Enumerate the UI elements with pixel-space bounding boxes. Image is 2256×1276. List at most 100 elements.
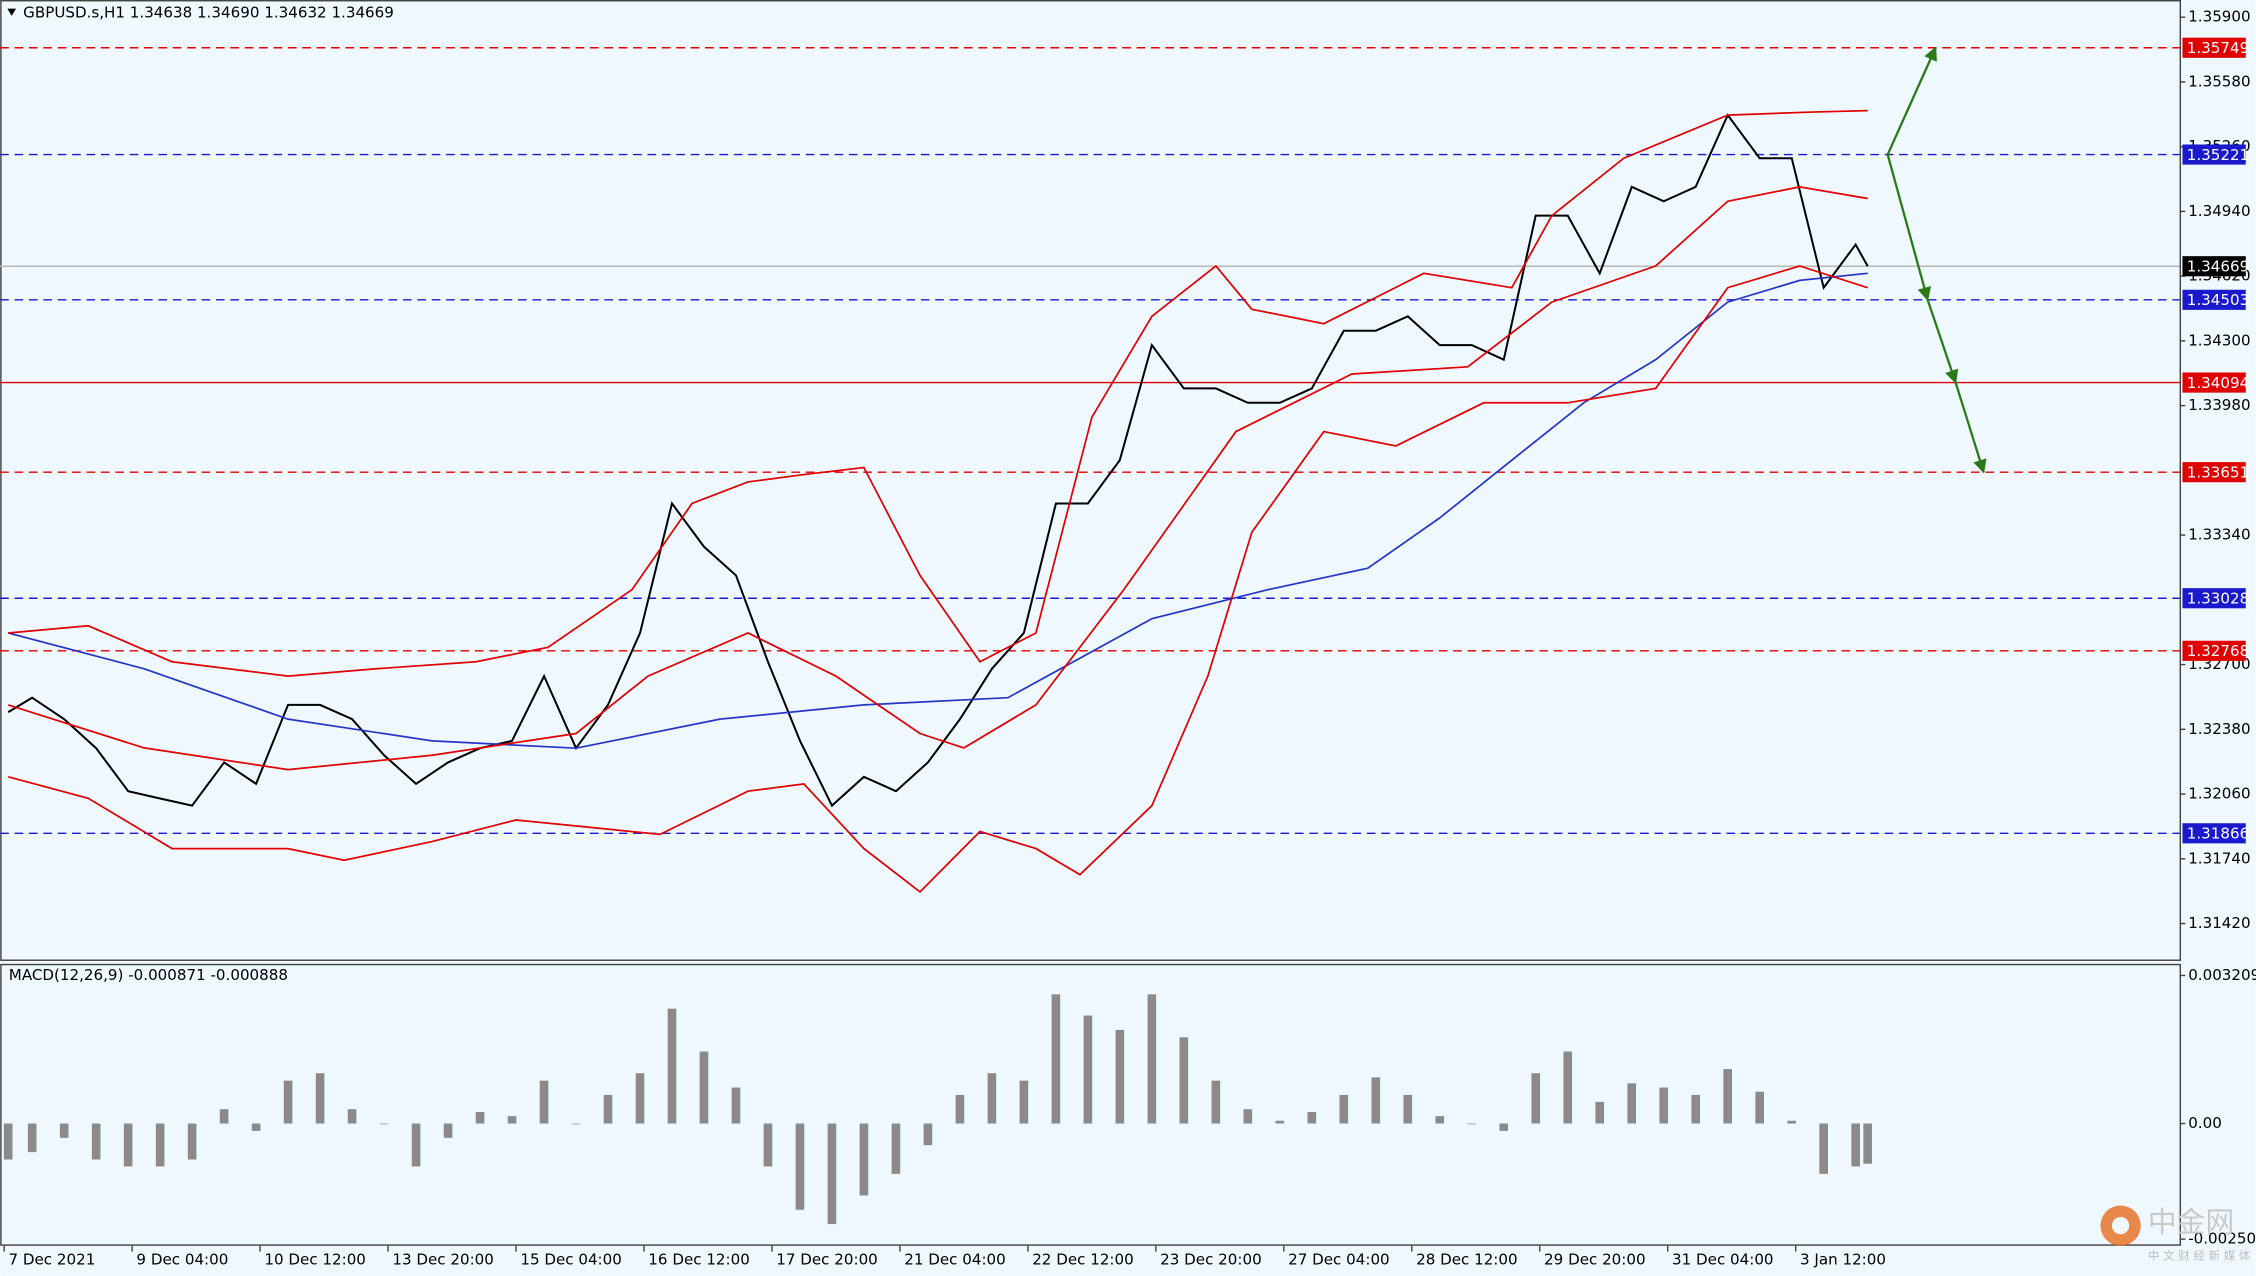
macd-bar (1435, 1116, 1445, 1124)
y-tick-label: 0.00 (2188, 1114, 2222, 1132)
x-tick-label: 21 Dec 04:00 (904, 1251, 1006, 1269)
y-tick-label: 1.32380 (2188, 720, 2250, 738)
indicator-line (7, 185, 1868, 771)
macd-bar (1339, 1094, 1349, 1124)
macd-bar (1531, 1073, 1541, 1124)
macd-bar (1659, 1087, 1669, 1124)
macd-bar (731, 1087, 741, 1124)
watermark-brand: 中金网 (2148, 1205, 2234, 1239)
watermark-logo-inner (2111, 1217, 2130, 1235)
level-label: 1.32768 (2187, 642, 2249, 660)
macd-bar (1243, 1109, 1253, 1124)
y-tick-label: -0.002506 (2188, 1230, 2256, 1248)
macd-bar (1863, 1123, 1872, 1164)
macd-bar (1115, 1029, 1125, 1124)
macd-bar (1211, 1080, 1221, 1124)
macd-bar (1595, 1101, 1605, 1124)
macd-bar (667, 1008, 677, 1124)
macd-bar (283, 1080, 293, 1124)
macd-bar (1147, 994, 1157, 1124)
level-label-box (2182, 462, 2246, 483)
x-tick-label: 3 Jan 12:00 (1800, 1251, 1886, 1269)
x-tick-label: 23 Dec 20:00 (1160, 1251, 1262, 1269)
macd-bar (1787, 1120, 1797, 1124)
macd-bar (571, 1123, 581, 1125)
y-tick-label: 0.003209 (2188, 966, 2256, 984)
watermark-tagline: 中 文 财 经 新 媒 体 (2148, 1248, 2251, 1262)
macd-bar (1819, 1123, 1828, 1174)
scenario-arrow (1926, 299, 1959, 384)
macd-bar (635, 1073, 645, 1124)
last-price-box (2182, 256, 2246, 277)
level-label: 1.34503 (2187, 291, 2249, 309)
indicator-line (8, 265, 1868, 894)
macd-bar (923, 1123, 933, 1146)
macd-bar (1403, 1094, 1413, 1124)
macd-bar (987, 1073, 997, 1124)
y-tick-label: 1.35900 (2188, 8, 2250, 26)
macd-bar (859, 1123, 869, 1196)
macd-bar (1275, 1120, 1285, 1124)
macd-bar (443, 1123, 453, 1138)
macd-bar (187, 1123, 197, 1160)
level-label: 1.33651 (2187, 463, 2249, 481)
x-tick-label: 28 Dec 12:00 (1416, 1251, 1518, 1269)
x-tick-label: 27 Dec 04:00 (1288, 1251, 1390, 1269)
level-label: 1.33028 (2187, 589, 2249, 607)
y-tick-label: 1.31740 (2188, 849, 2250, 867)
macd-bar (315, 1073, 325, 1124)
macd-bar (475, 1111, 485, 1124)
macd-bar (1499, 1123, 1509, 1131)
last-price-label: 1.34669 (2187, 257, 2249, 275)
macd-bar (1723, 1069, 1733, 1124)
level-label-box (2182, 823, 2246, 844)
macd-bar (27, 1123, 37, 1153)
macd-bar (891, 1123, 901, 1174)
macd-title: MACD(12,26,9) -0.000871 -0.000888 (9, 966, 288, 984)
macd-bar (59, 1123, 69, 1138)
macd-panel (0, 963, 2182, 1246)
y-tick-label: 1.34940 (2188, 202, 2250, 220)
level-label: 1.34094 (2187, 374, 2249, 392)
macd-bar (1019, 1080, 1029, 1124)
macd-bar (251, 1123, 261, 1131)
y-tick-label: 1.32060 (2188, 785, 2250, 803)
level-label-box (2182, 372, 2246, 393)
macd-bar (379, 1123, 389, 1125)
macd-bar (3, 1123, 13, 1160)
level-label: 1.31866 (2187, 825, 2249, 843)
macd-bar (603, 1094, 613, 1124)
y-tick-label: 1.31420 (2188, 914, 2250, 932)
x-tick-label: 16 Dec 12:00 (648, 1251, 750, 1269)
scenario-arrow (1886, 46, 1937, 156)
macd-bar (411, 1123, 421, 1167)
level-label-box (2182, 640, 2246, 661)
macd-bar (1691, 1094, 1701, 1124)
y-tick-label: 1.35580 (2188, 72, 2250, 90)
macd-bar (1083, 1015, 1093, 1124)
x-tick-label: 31 Dec 04:00 (1672, 1251, 1774, 1269)
y-tick-label: 1.33340 (2188, 526, 2250, 544)
x-tick-label: 17 Dec 20:00 (776, 1251, 878, 1269)
chart-header: GBPUSD.s,H1 1.34638 1.34690 1.34632 1.34… (23, 3, 394, 21)
header-icon (7, 8, 16, 16)
level-label: 1.35749 (2187, 39, 2249, 57)
macd-bar (1179, 1037, 1189, 1124)
y-tick-label: 1.33980 (2188, 396, 2250, 414)
macd-bar (1051, 994, 1061, 1124)
y-tick-label: 1.34300 (2188, 331, 2250, 349)
macd-bar (1467, 1123, 1477, 1125)
macd-bar (699, 1051, 709, 1124)
macd-bar (763, 1123, 773, 1167)
x-tick-label: 15 Dec 04:00 (520, 1251, 622, 1269)
macd-bar (955, 1094, 965, 1124)
macd-bar (123, 1123, 133, 1167)
macd-bar (827, 1123, 837, 1225)
level-label-box (2182, 144, 2246, 165)
macd-bar (1627, 1083, 1637, 1124)
level-label-box (2182, 289, 2246, 310)
indicator-line (8, 109, 1868, 677)
main-panel (0, 0, 2182, 961)
x-tick-label: 9 Dec 04:00 (136, 1251, 228, 1269)
